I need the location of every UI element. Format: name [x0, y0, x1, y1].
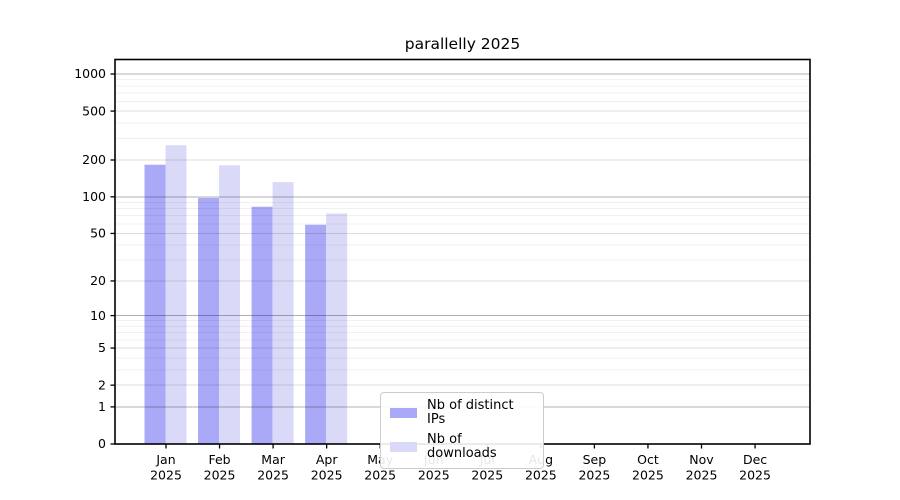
chart-title: parallelly 2025	[404, 35, 521, 53]
x-tick-label-month: Jan	[155, 452, 175, 467]
x-tick-label-month: Nov	[689, 452, 714, 467]
y-tick-label: 200	[82, 152, 106, 167]
x-tick-label-month: Oct	[637, 452, 659, 467]
x-tick-label-year: 2025	[150, 468, 182, 483]
x-tick-label-year: 2025	[257, 468, 289, 483]
legend-label: Nb of distinct IPs	[427, 398, 514, 427]
y-tick-label: 1	[98, 399, 106, 414]
bar-jan-series1	[165, 145, 187, 444]
bar-feb-series0	[198, 197, 220, 444]
bar-apr-series1	[326, 213, 348, 444]
x-tick-label-year: 2025	[364, 468, 396, 483]
y-tick-label: 10	[90, 308, 106, 323]
legend-item: Nb of distinct IPs	[390, 399, 534, 427]
legend-swatch-distinct-ips	[390, 408, 417, 418]
x-tick-label-year: 2025	[418, 468, 450, 483]
x-tick-label-year: 2025	[525, 468, 557, 483]
x-tick-label-year: 2025	[686, 468, 718, 483]
y-tick-label: 0	[98, 436, 106, 451]
bar-feb-series1	[219, 165, 241, 444]
x-tick-label-year: 2025	[578, 468, 610, 483]
y-tick-label: 20	[90, 273, 106, 288]
y-tick-label: 1000	[74, 66, 106, 81]
x-tick-label-month: Sep	[583, 452, 607, 467]
x-tick-label-year: 2025	[311, 468, 343, 483]
x-tick-label-year: 2025	[739, 468, 771, 483]
legend: Nb of distinct IPs Nb of downloads	[380, 392, 544, 469]
bar-mar-series0	[251, 206, 273, 444]
bar-jan-series0	[144, 164, 166, 444]
x-tick-label-month: Feb	[208, 452, 230, 467]
bar-mar-series1	[272, 182, 294, 444]
y-tick-label: 5	[98, 340, 106, 355]
legend-label: Nb of downloads	[427, 432, 497, 461]
x-tick-label-month: Apr	[316, 452, 338, 467]
y-tick-label: 50	[90, 226, 106, 241]
x-tick-label-year: 2025	[632, 468, 664, 483]
legend-item: Nb of downloads	[390, 433, 534, 461]
bar-apr-series0	[305, 224, 327, 444]
legend-swatch-downloads	[390, 442, 417, 452]
y-tick-label: 500	[82, 103, 106, 118]
x-tick-label-year: 2025	[204, 468, 236, 483]
y-tick-label: 100	[82, 189, 106, 204]
y-tick-label: 2	[98, 377, 106, 392]
x-tick-label-year: 2025	[471, 468, 503, 483]
x-tick-label-month: Mar	[261, 452, 285, 467]
x-tick-label-month: Dec	[743, 452, 767, 467]
